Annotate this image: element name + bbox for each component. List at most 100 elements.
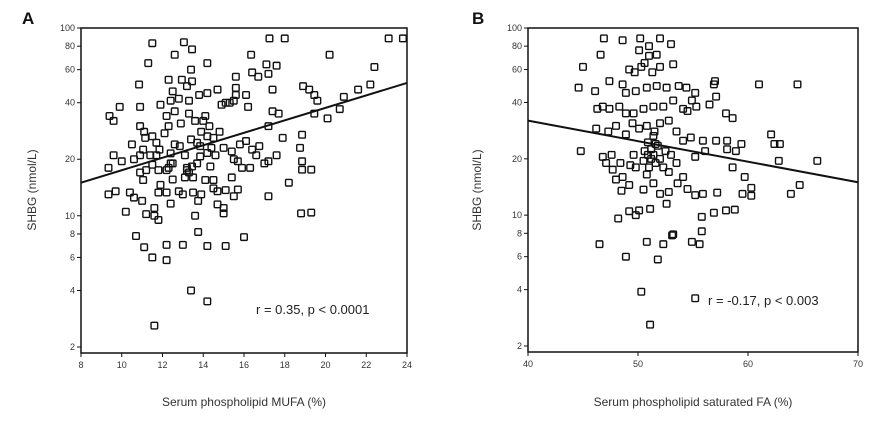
data-point: [683, 184, 692, 193]
data-point: [738, 189, 747, 198]
y-axis-label: SHBG (nmol/L): [25, 149, 39, 230]
data-point: [599, 34, 608, 43]
data-point: [154, 215, 163, 224]
data-point: [136, 102, 145, 111]
data-point: [667, 150, 676, 159]
data-point: [621, 109, 630, 118]
data-point: [631, 87, 640, 96]
data-point: [775, 140, 784, 149]
data-point: [209, 176, 218, 185]
data-point: [244, 102, 253, 111]
data-point: [656, 154, 665, 163]
data-point: [136, 151, 145, 160]
data-point: [625, 207, 634, 216]
data-point: [614, 214, 623, 223]
data-point: [205, 122, 214, 131]
data-point: [166, 199, 175, 208]
data-point: [111, 187, 120, 196]
data-point: [770, 140, 779, 149]
data-point: [579, 62, 588, 71]
data-point: [626, 161, 635, 170]
data-point: [712, 92, 721, 101]
data-point: [221, 242, 230, 251]
x-tick-label: 10: [117, 360, 127, 370]
data-point: [252, 151, 261, 160]
data-point: [109, 116, 118, 125]
data-point: [187, 65, 196, 74]
data-point: [592, 124, 601, 133]
data-point: [629, 109, 638, 118]
data-point: [616, 158, 625, 167]
data-point: [168, 175, 177, 184]
panel-b: B SHBG (nmol/L) Serum phospholipid satur…: [470, 9, 863, 409]
data-point: [774, 156, 783, 165]
data-point: [679, 172, 688, 181]
data-point: [691, 191, 700, 200]
data-point: [339, 92, 348, 101]
data-point: [723, 145, 732, 154]
data-point: [697, 212, 706, 221]
data-point: [692, 102, 701, 111]
data-point: [184, 168, 193, 177]
x-tick-label: 40: [523, 359, 533, 369]
data-point: [635, 46, 644, 55]
data-point: [652, 81, 661, 90]
data-point: [649, 131, 658, 140]
data-point: [242, 137, 251, 146]
data-point: [653, 255, 662, 264]
data-point: [215, 127, 224, 136]
data-point: [274, 109, 283, 118]
data-point: [203, 59, 212, 68]
data-point: [649, 102, 658, 111]
y-tick-label: 2: [70, 342, 75, 352]
data-point: [712, 136, 721, 145]
y-tick-label: 6: [70, 252, 75, 262]
data-point: [191, 211, 200, 220]
panel-label: B: [472, 9, 484, 28]
data-point: [813, 156, 822, 165]
data-point: [605, 77, 614, 86]
x-tick-label: 14: [198, 360, 208, 370]
data-point: [178, 240, 187, 249]
data-point: [254, 72, 263, 81]
data-point: [150, 211, 159, 220]
data-point: [656, 119, 665, 128]
data-point: [203, 297, 212, 306]
y-tick-label: 80: [65, 41, 75, 51]
data-point: [612, 121, 621, 130]
data-point: [730, 205, 739, 214]
panel-a: A SHBG (nmol/L) Serum phospholipid MUFA …: [22, 9, 412, 409]
data-point: [189, 188, 198, 197]
data-point: [164, 122, 173, 131]
data-point: [642, 83, 651, 92]
data-point: [635, 124, 644, 133]
y-tick-label: 8: [517, 228, 522, 238]
data-point: [150, 203, 159, 212]
y-tick-label: 60: [65, 65, 75, 75]
data-point: [262, 60, 271, 69]
data-point: [175, 142, 184, 151]
data-point: [136, 122, 145, 131]
data-point: [197, 127, 206, 136]
data-point: [231, 72, 240, 81]
x-axis-label: Serum phospholipid MUFA (%): [162, 395, 326, 409]
data-point: [233, 185, 242, 194]
data-point: [148, 253, 157, 262]
data-point: [248, 145, 257, 154]
data-point: [170, 140, 179, 149]
data-point: [640, 59, 649, 68]
data-point: [728, 163, 737, 172]
data-point: [687, 237, 696, 246]
data-point: [723, 136, 732, 145]
data-point: [593, 104, 602, 113]
x-tick-label: 12: [157, 360, 167, 370]
data-point: [659, 102, 668, 111]
data-point: [662, 83, 671, 92]
data-point: [621, 88, 630, 97]
data-point: [698, 136, 707, 145]
data-point: [747, 183, 756, 192]
data-point: [164, 163, 173, 172]
x-tick-label: 70: [853, 359, 863, 369]
data-point: [104, 190, 113, 199]
data-point: [182, 163, 191, 172]
